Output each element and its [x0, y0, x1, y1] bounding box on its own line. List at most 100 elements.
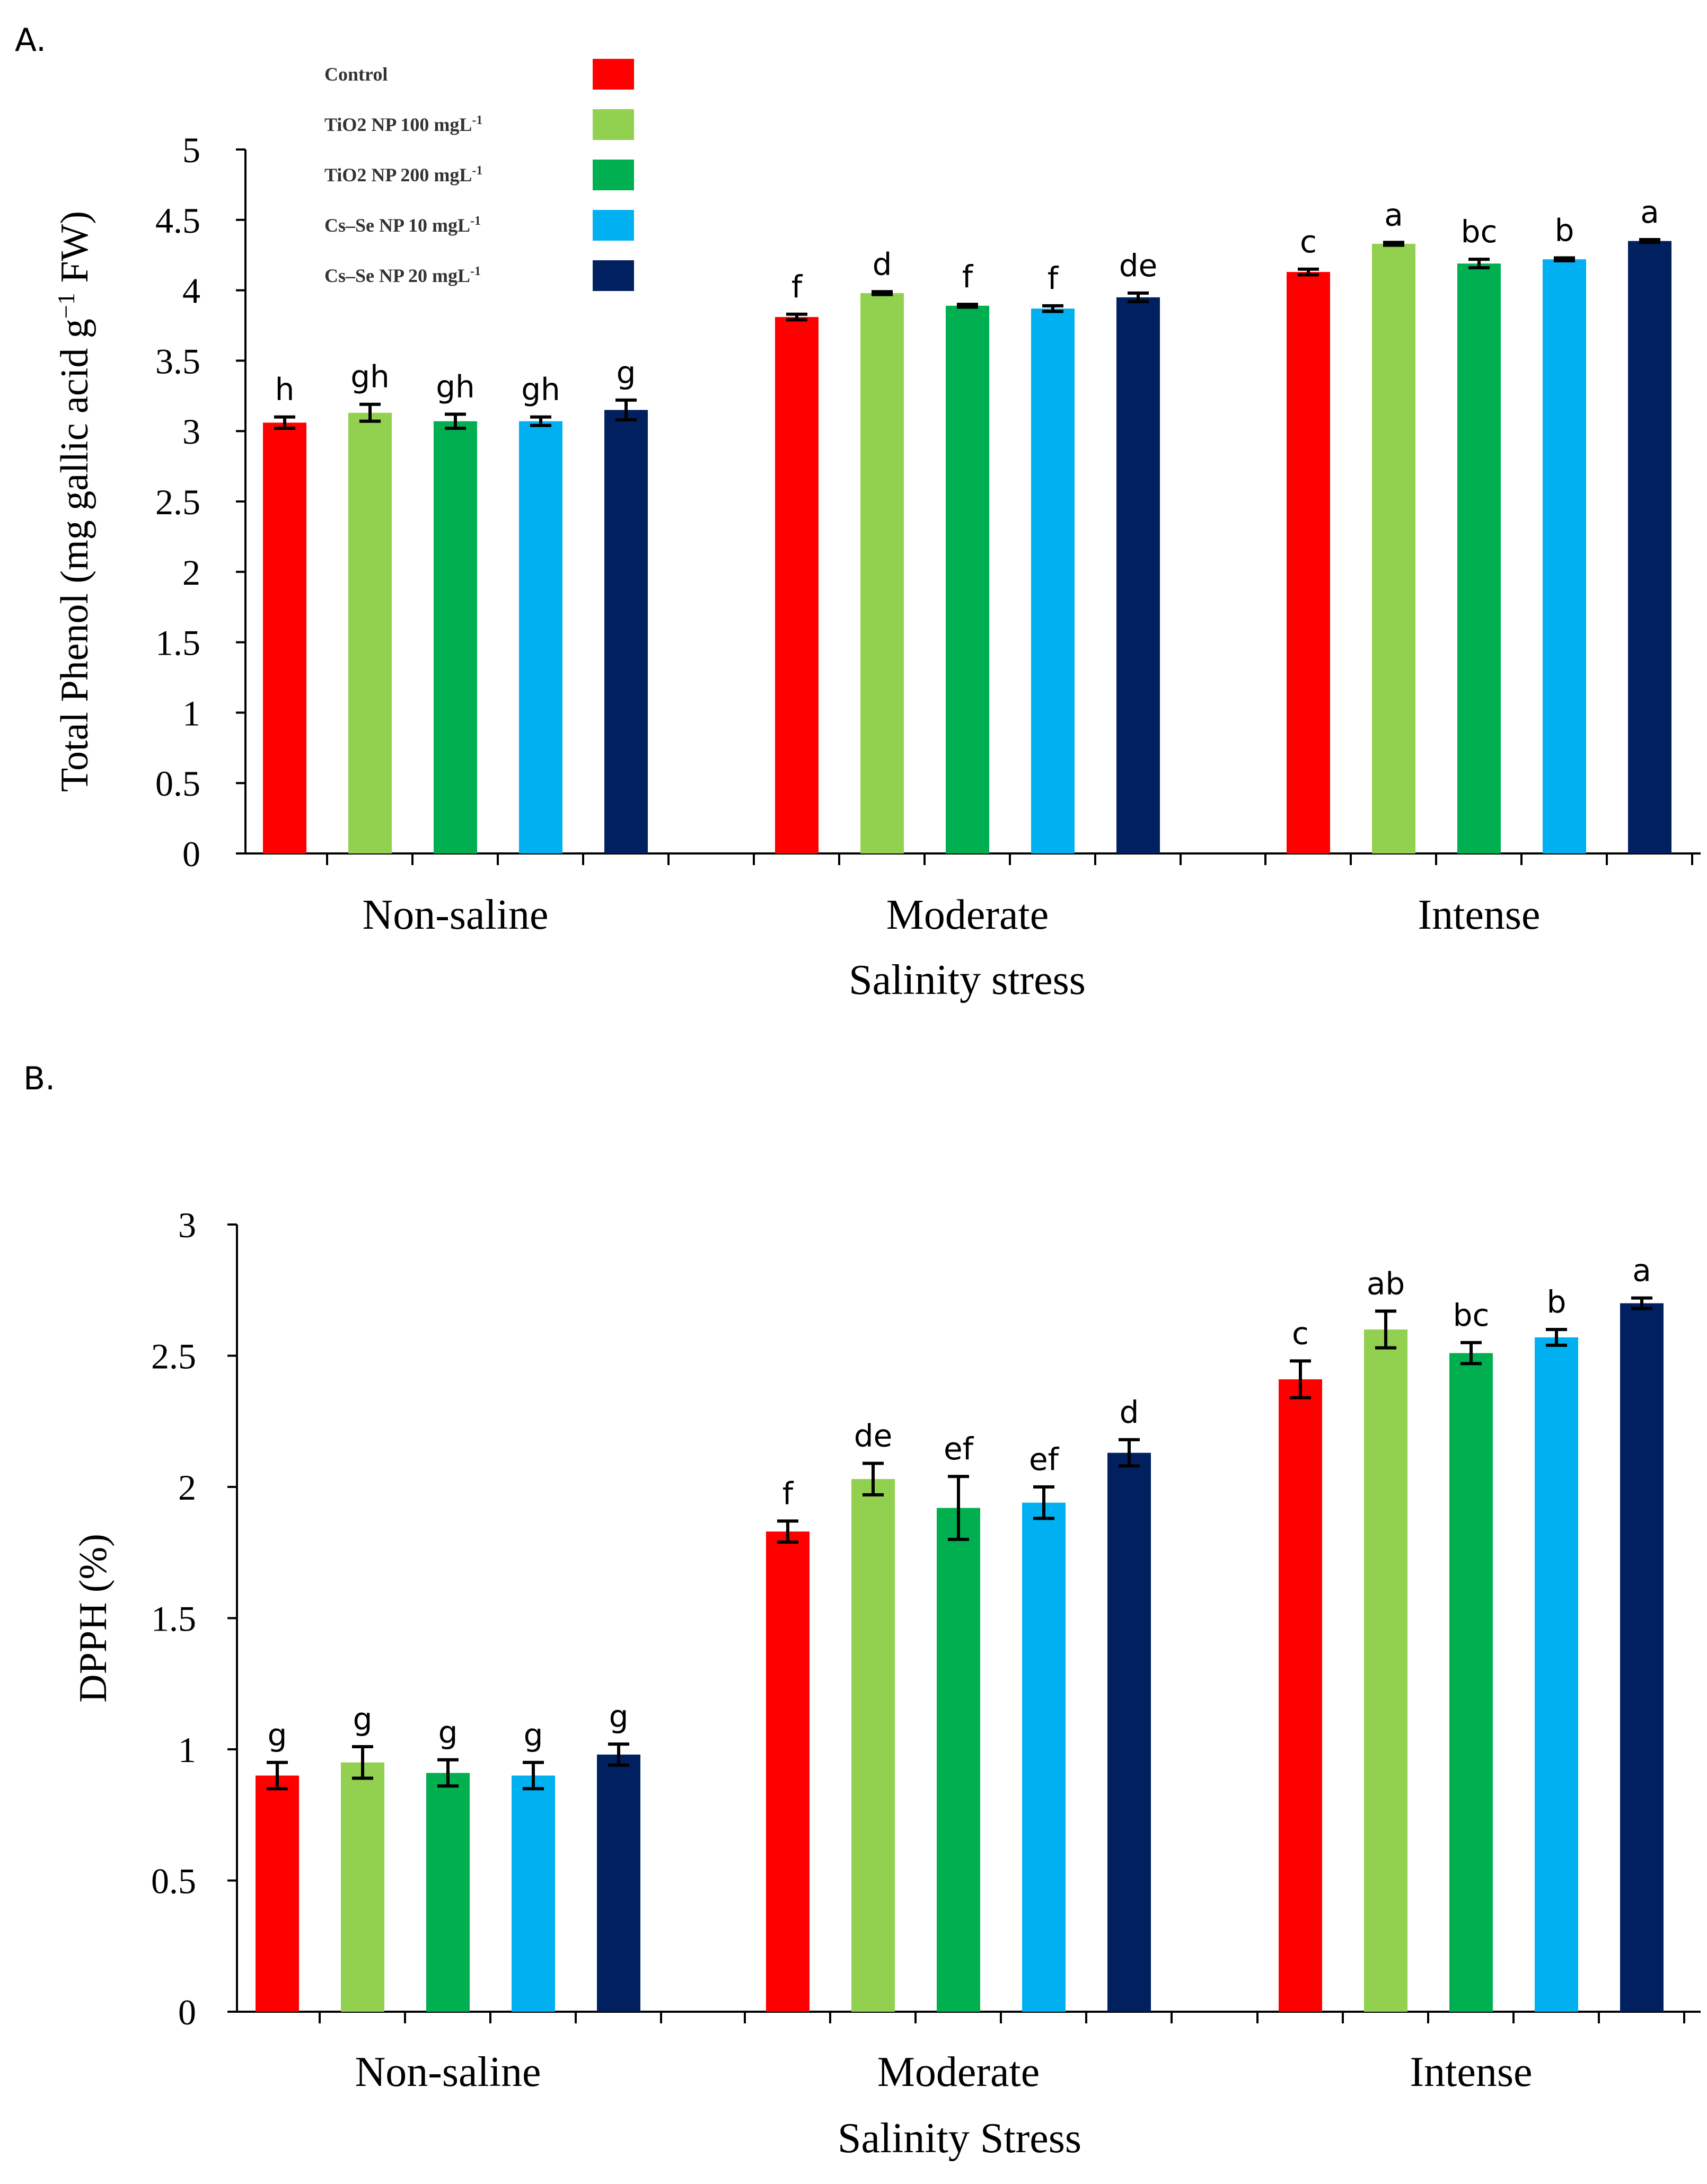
significance-letter: g [609, 1698, 629, 1734]
bar [604, 410, 648, 853]
y-axis-title: DPPH (%) [72, 1534, 115, 1703]
significance-letter: g [524, 1717, 543, 1753]
legend-label-main: Cs–Se NP 20 mgL [324, 265, 470, 286]
legend-label-sup: -1 [470, 214, 481, 228]
legend-label-main: Cs–Se NP 10 mgL [324, 215, 470, 236]
y-tick-label: 0 [178, 1992, 196, 2032]
significance-letter: gh [521, 372, 560, 408]
significance-letter: ef [1029, 1441, 1060, 1477]
category-label: Intense [1418, 892, 1540, 938]
significance-letter: ab [1367, 1265, 1405, 1301]
legend-label-main: Control [324, 64, 388, 85]
y-tick-label: 0.5 [151, 1861, 196, 1901]
y-tick-label: 2 [178, 1467, 196, 1508]
significance-letter: b [1555, 213, 1574, 249]
legend-label: Control [324, 64, 388, 85]
significance-letter: gh [350, 359, 390, 395]
y-tick-label: 1 [182, 693, 200, 733]
significance-letter: f [962, 259, 974, 295]
bar [1287, 272, 1330, 853]
x-axis-title: Salinity Stress [838, 2115, 1081, 2162]
significance-letter: de [1119, 248, 1158, 284]
significance-letter: d [873, 246, 892, 282]
significance-letter: g [438, 1714, 458, 1750]
chart-panel-b: B. 0 0.5 1 1.5 2 2.5 3 g f c g de ab g ef bc g ef b g d a Non-s… [23, 1060, 1701, 2162]
bar [1543, 259, 1586, 854]
y-tick-label: 4 [182, 271, 200, 311]
bar [597, 1754, 640, 2012]
y-axis-title-main: DPPH (%) [72, 1534, 115, 1703]
y-tick-label: 1.5 [155, 623, 200, 663]
bar [860, 293, 904, 853]
significance-letter: bc [1461, 214, 1498, 250]
bar [1031, 309, 1075, 854]
y-axis-title-sup: −1 [52, 293, 80, 319]
significance-letter: c [1292, 1315, 1309, 1351]
panel-label: A. [15, 22, 46, 59]
y-tick-label: 3 [178, 1205, 196, 1245]
legend-label: TiO2 NP 100 mgL-1 [324, 113, 482, 135]
significance-letter: d [1120, 1394, 1139, 1430]
bar [1364, 1329, 1407, 2012]
y-tick-label: 2.5 [151, 1336, 196, 1377]
significance-letter: a [1640, 194, 1659, 230]
y-tick-label: 3.5 [155, 341, 200, 381]
y-axis-title-tail: FW) [53, 211, 96, 293]
significance-letter: f [1048, 260, 1059, 296]
x-axis-title: Salinity stress [849, 957, 1086, 1003]
bar [1372, 243, 1415, 853]
legend-swatch [593, 210, 634, 241]
panel-label: B. [23, 1060, 55, 1097]
legend-label-main: TiO2 NP 200 mgL [324, 164, 472, 186]
significance-letter: h [275, 372, 295, 408]
chart-panel-a: A. 0 0.5 1 1.5 2 2.5 3 3.5 4 4.5 5 h f c gh d a gh f bc gh f b g… [15, 22, 1701, 1003]
significance-letter: g [353, 1701, 373, 1737]
significance-letter: ef [944, 1431, 974, 1467]
y-tick-label: 2.5 [155, 482, 200, 522]
y-tick-label: 0 [182, 834, 200, 874]
significance-letter: bc [1453, 1297, 1490, 1333]
significance-letter: de [854, 1417, 893, 1454]
y-tick-label: 1.5 [151, 1599, 196, 1639]
legend-swatch [593, 160, 634, 190]
significance-letter: gh [436, 368, 475, 404]
y-tick-label: 3 [182, 411, 200, 452]
category-label: Non-saline [362, 892, 548, 938]
legend-label-main: TiO2 NP 100 mgL [324, 114, 472, 135]
y-tick-label: 2 [182, 552, 200, 593]
category-label: Moderate [877, 2049, 1040, 2095]
bar [1022, 1502, 1066, 2012]
category-label: Moderate [886, 892, 1049, 938]
y-tick-label: 0.5 [155, 763, 200, 804]
bar [937, 1508, 980, 2012]
significance-letter: c [1300, 224, 1317, 260]
y-axis-title: Total Phenol (mg gallic acid g−1 FW) [52, 211, 97, 792]
category-label: Non-saline [355, 2049, 541, 2095]
bar [766, 1531, 809, 2012]
bar [1116, 297, 1160, 853]
significance-letter: b [1547, 1284, 1567, 1320]
bar [946, 305, 989, 854]
significance-letter: a [1384, 197, 1403, 233]
bar [1620, 1303, 1664, 2012]
bar [341, 1762, 384, 2012]
significance-letter: a [1632, 1253, 1651, 1289]
y-axis-title-main: Total Phenol (mg gallic acid g [53, 319, 96, 792]
bar [775, 317, 819, 853]
bar [426, 1773, 470, 2012]
legend-swatch [593, 59, 634, 90]
significance-letter: g [268, 1717, 287, 1753]
significance-letter: f [791, 269, 803, 305]
bar [263, 422, 306, 853]
legend-label: Cs–Se NP 10 mgL-1 [324, 214, 481, 236]
bar [1107, 1452, 1151, 2012]
legend-label-sup: -1 [472, 113, 482, 127]
y-tick-label: 4.5 [155, 200, 200, 241]
bar [256, 1775, 299, 2012]
y-tick-label: 5 [182, 130, 200, 170]
bar [1457, 263, 1501, 853]
bar [1449, 1353, 1493, 2012]
